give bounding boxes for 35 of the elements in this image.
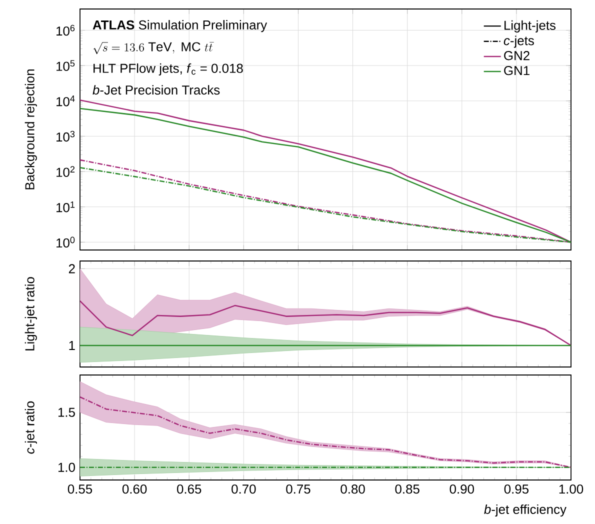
annotation: c-jets [504, 36, 534, 48]
x-tick-label: 0.80 [340, 484, 365, 494]
y-axis-title: c-jet ratio [24, 401, 37, 454]
line-series [80, 396, 572, 468]
annotation: HLT PFlow jets, f$_{c}$ = 0.018 [94, 63, 243, 76]
line-series [80, 300, 572, 346]
x-tick-label: 1.00 [559, 484, 584, 494]
y-tick-label: 10$^{6}$ [56, 24, 75, 36]
y-tick-label: 10$^{5}$ [56, 60, 75, 71]
y-axis-title: Light-jet ratio [24, 277, 37, 350]
x-axis-title: b-jet efficiency [484, 504, 566, 517]
x-tick-label: 0.55 [68, 484, 92, 494]
y-tick-label: 10$^{1}$ [56, 201, 75, 212]
x-tick-label: 0.90 [450, 484, 474, 494]
y-tick-label: 1.5 [58, 408, 75, 417]
text: ATLAS Simulation Preliminary [92, 20, 268, 32]
legend-label: GN1 [504, 66, 530, 76]
annotation: Light-jets [504, 20, 556, 32]
x-tick-label: 0.65 [177, 484, 202, 494]
x-tick-label: 0.70 [232, 484, 256, 494]
annotation: $\sqrt{s} = 13.6~\mathrm{TeV},~\mathrm{MC}~t\bar{t}$ [93, 42, 214, 54]
y-axis-title: Background rejection [24, 70, 37, 190]
x-tick-label: 0.75 [286, 484, 310, 494]
y-tick-label: 1.0 [58, 462, 75, 472]
y-tick-label: 1 [69, 341, 75, 350]
x-tick-label: 0.60 [122, 484, 147, 494]
y-tick-label: 10$^{3}$ [56, 130, 75, 142]
annotation: b-Jet Precision Tracks [92, 85, 220, 95]
y-tick-label: 2 [68, 264, 75, 274]
y-tick-label: 10$^{0}$ [56, 236, 75, 248]
y-tick-label: 10$^{4}$ [56, 96, 75, 106]
x-tick-label: 0.85 [395, 484, 420, 494]
x-tick-label: 0.95 [504, 484, 529, 494]
legend-label: GN2 [504, 51, 530, 60]
y-tick-label: 10$^{2}$ [56, 166, 75, 177]
